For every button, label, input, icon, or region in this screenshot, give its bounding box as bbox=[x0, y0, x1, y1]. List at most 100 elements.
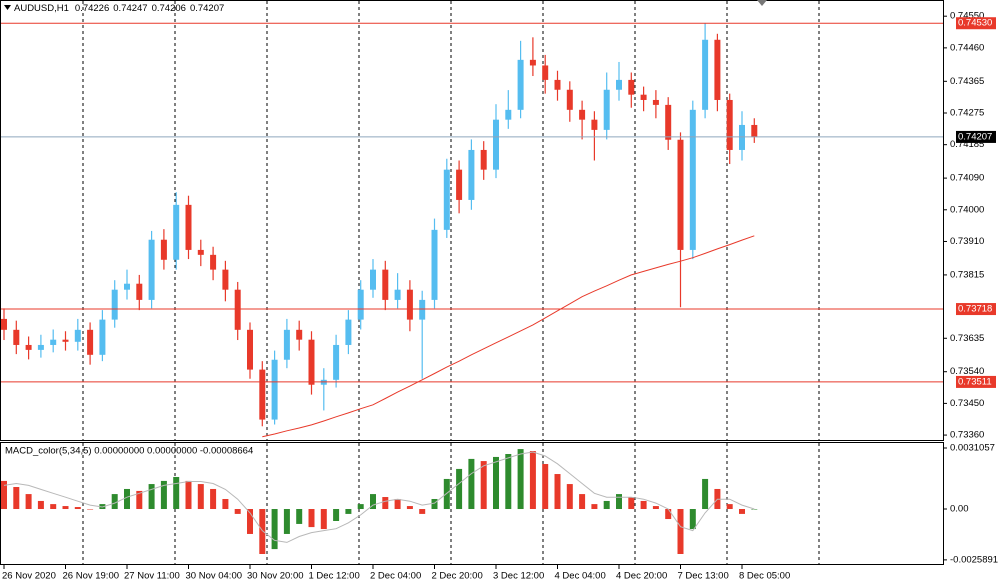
candle-body bbox=[665, 104, 672, 140]
header-open: 0.74226 bbox=[75, 3, 109, 14]
x-tick-label: 1 Dec 12:00 bbox=[309, 571, 360, 582]
macd-bar bbox=[25, 494, 32, 510]
candle-body bbox=[357, 289, 364, 320]
macd-bar bbox=[320, 509, 327, 530]
macd-bar bbox=[751, 509, 758, 510]
macd-bar bbox=[111, 494, 118, 510]
macd-bar bbox=[185, 480, 192, 510]
macd-bar bbox=[50, 504, 57, 510]
candle-body bbox=[283, 329, 290, 360]
macd-bar bbox=[357, 504, 364, 510]
x-tick-label: 26 Nov 2020 bbox=[2, 571, 56, 582]
candle-body bbox=[25, 344, 32, 350]
candle-body bbox=[616, 79, 622, 90]
candle-body bbox=[37, 344, 44, 350]
macd-bar bbox=[480, 461, 487, 510]
level-label: 0.73718 bbox=[958, 304, 992, 315]
candle-body bbox=[542, 65, 549, 80]
candle-body bbox=[345, 319, 352, 345]
macd-bar bbox=[160, 480, 167, 510]
candle-body bbox=[50, 339, 57, 345]
menu-arrow[interactable] bbox=[4, 5, 11, 10]
macd-bar bbox=[726, 504, 733, 510]
y-tick-label: 0.74550 bbox=[950, 11, 984, 22]
macd-bar bbox=[517, 449, 524, 510]
candle-body bbox=[333, 344, 340, 380]
candle-body bbox=[148, 239, 155, 300]
level-label-box bbox=[956, 375, 996, 388]
candle-body bbox=[370, 269, 376, 290]
y-tick-label: 0.74090 bbox=[950, 173, 984, 184]
y-tick-label: 0.73910 bbox=[950, 236, 984, 247]
candle-body bbox=[628, 79, 635, 95]
macd-bar bbox=[529, 451, 536, 510]
candle-body bbox=[74, 329, 81, 342]
macd-panel-frame bbox=[0, 442, 944, 565]
header-low: 0.74206 bbox=[152, 3, 186, 14]
x-tick-label: 2 Dec 04:00 bbox=[370, 571, 421, 582]
symbol: AUDUSD,H1 bbox=[14, 3, 69, 14]
macd-bar bbox=[739, 509, 745, 514]
candle-body bbox=[579, 109, 586, 120]
macd-bar bbox=[628, 497, 635, 510]
macd-bar bbox=[394, 498, 401, 510]
candle-body bbox=[480, 149, 487, 170]
candle-body bbox=[210, 254, 217, 270]
x-tick-label: 7 Dec 13:00 bbox=[678, 571, 729, 582]
y-tick-label: -0.0025891 bbox=[950, 554, 998, 565]
macd-bar bbox=[566, 484, 573, 510]
y-tick-label: 0.73815 bbox=[950, 269, 984, 280]
macd-bar bbox=[124, 488, 130, 510]
plot bbox=[1, 23, 758, 554]
macd-bar bbox=[382, 497, 389, 510]
candle-body bbox=[751, 124, 758, 137]
candle-body bbox=[124, 283, 130, 290]
macd-bar bbox=[677, 509, 684, 554]
macd-bar bbox=[1, 480, 7, 510]
candle-body bbox=[677, 139, 684, 250]
macd-bar bbox=[689, 509, 696, 530]
y-tick-label: 0.73635 bbox=[950, 333, 984, 344]
candle-body bbox=[222, 269, 229, 290]
candle-body bbox=[308, 339, 315, 385]
x-tick-label: 4 Dec 20:00 bbox=[616, 571, 667, 582]
macd-bar bbox=[222, 498, 229, 510]
header-high: 0.74247 bbox=[113, 3, 147, 14]
macd-bar bbox=[542, 464, 549, 510]
header-close: 0.74207 bbox=[190, 3, 224, 14]
macd-bar bbox=[640, 500, 647, 510]
candle-body bbox=[87, 329, 94, 355]
y-tick-label: 0.73360 bbox=[950, 430, 984, 441]
candle-body bbox=[456, 169, 463, 200]
candle-body bbox=[529, 59, 536, 66]
candle-body bbox=[111, 289, 118, 320]
macd-bar bbox=[259, 509, 266, 554]
symbol-header: AUDUSD,H1 0.74226 0.74247 0.74206 0.74207 bbox=[14, 3, 224, 14]
macd-bar bbox=[616, 494, 622, 510]
macd-bar bbox=[505, 454, 512, 510]
vertical-grid bbox=[82, 1, 820, 564]
candle-body bbox=[591, 119, 598, 130]
y-tick-label: 0.0031057 bbox=[950, 443, 995, 454]
candle-body bbox=[197, 249, 204, 255]
macd-bar bbox=[271, 509, 278, 550]
macd-bar bbox=[493, 456, 499, 510]
y-tick-label: 0.74000 bbox=[950, 204, 984, 215]
candle-body bbox=[554, 79, 561, 90]
candle-body bbox=[431, 229, 438, 300]
macd-bar bbox=[665, 509, 672, 520]
macd-bar bbox=[148, 484, 155, 510]
candle-body bbox=[136, 283, 143, 300]
y-tick-label: 0.74460 bbox=[950, 42, 984, 53]
candle-body bbox=[505, 109, 512, 120]
macd-bar bbox=[579, 494, 586, 510]
candle-body bbox=[443, 169, 450, 230]
x-tick-label: 8 Dec 05:00 bbox=[739, 571, 790, 582]
candle-body bbox=[247, 329, 253, 370]
macd-bar bbox=[603, 500, 610, 510]
candle-body bbox=[517, 59, 524, 110]
shift-marker[interactable] bbox=[757, 0, 767, 6]
